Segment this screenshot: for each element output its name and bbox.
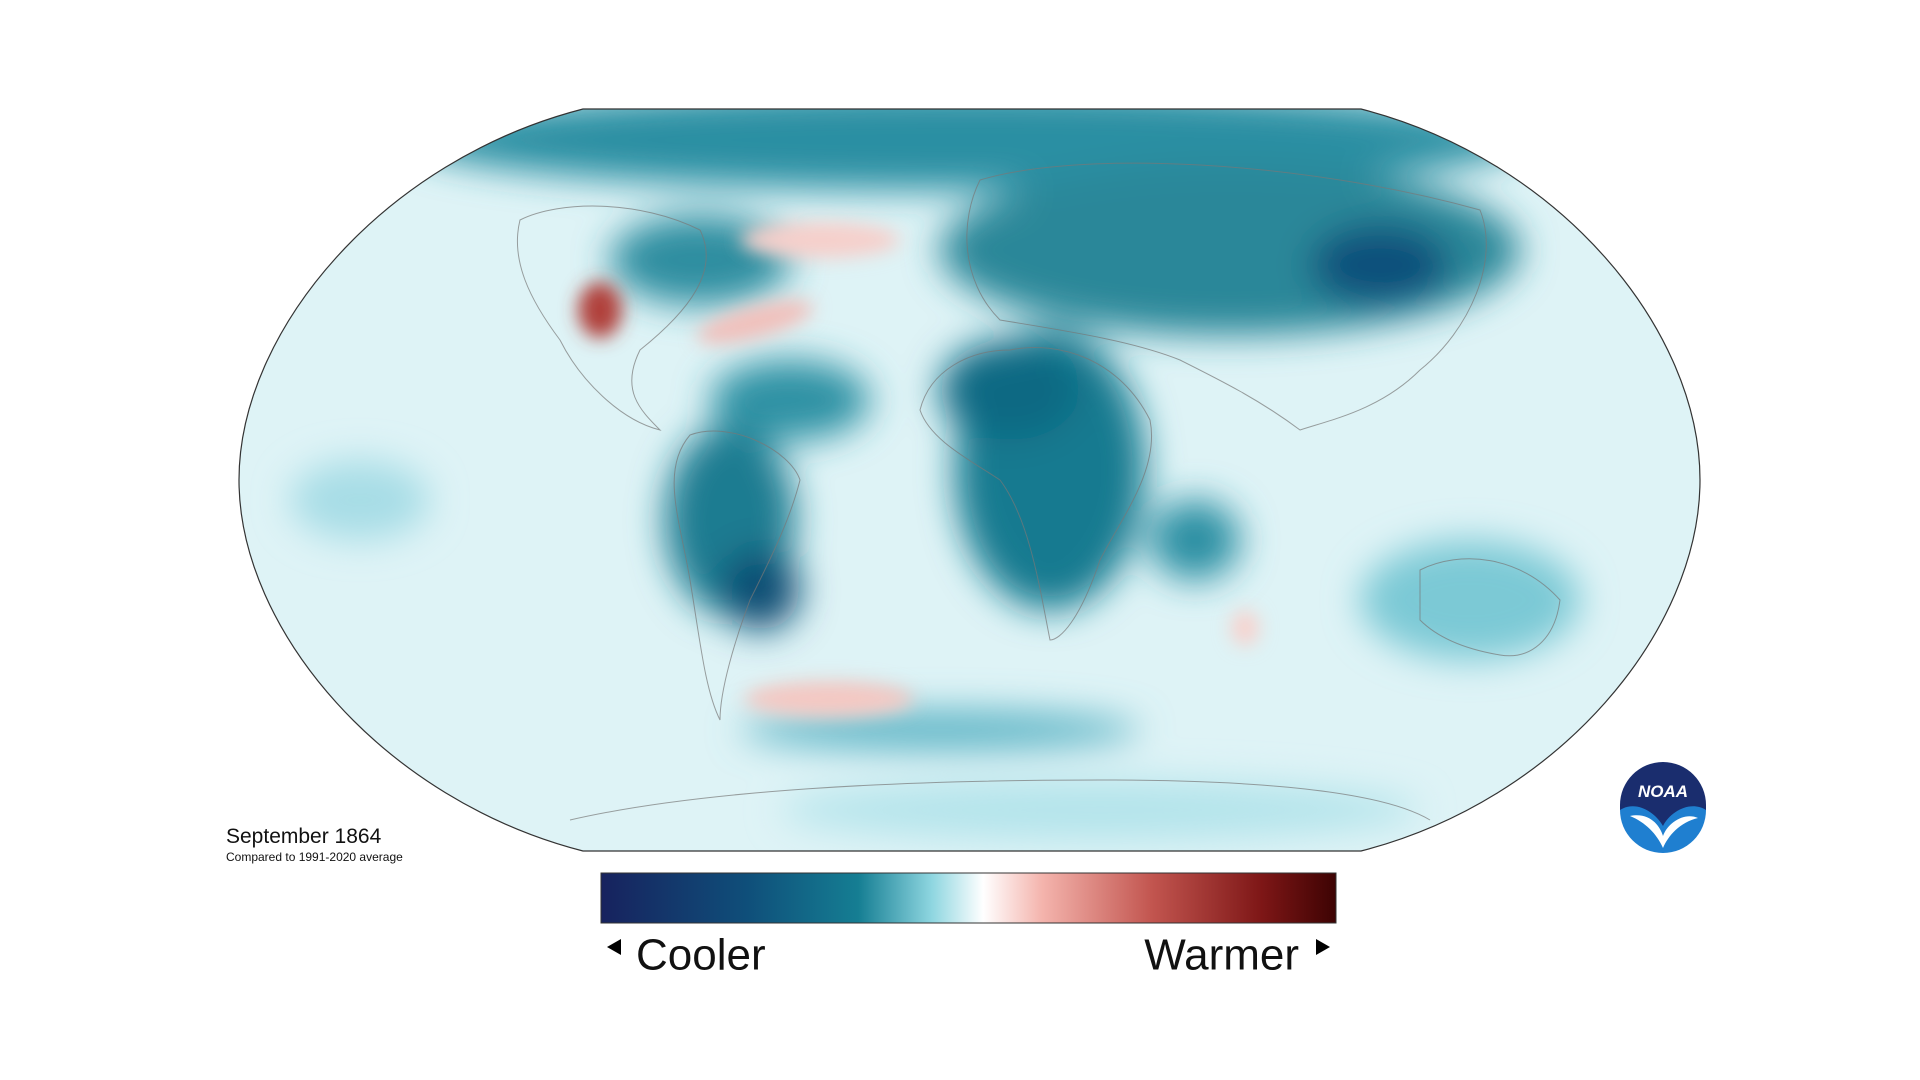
map	[239, 109, 1700, 851]
logo-text: NOAA	[1638, 782, 1688, 801]
warmer-arrow	[1316, 939, 1330, 955]
color-scale	[600, 872, 1337, 924]
cooler-arrow	[607, 939, 621, 955]
warm-anomalies	[578, 222, 1259, 717]
map-subtitle: Compared to 1991-2020 average	[226, 850, 403, 864]
map-title: September 1864	[226, 825, 382, 848]
anomaly-field	[290, 109, 1580, 840]
logo-top	[1620, 762, 1706, 826]
warmer-label: Warmer	[1144, 931, 1299, 980]
map-border	[238, 108, 1701, 852]
logo-bird	[1630, 815, 1698, 848]
coastlines	[516, 162, 1561, 821]
cooler-label: Cooler	[636, 931, 766, 980]
noaa-logo: NOAA	[1620, 762, 1706, 853]
